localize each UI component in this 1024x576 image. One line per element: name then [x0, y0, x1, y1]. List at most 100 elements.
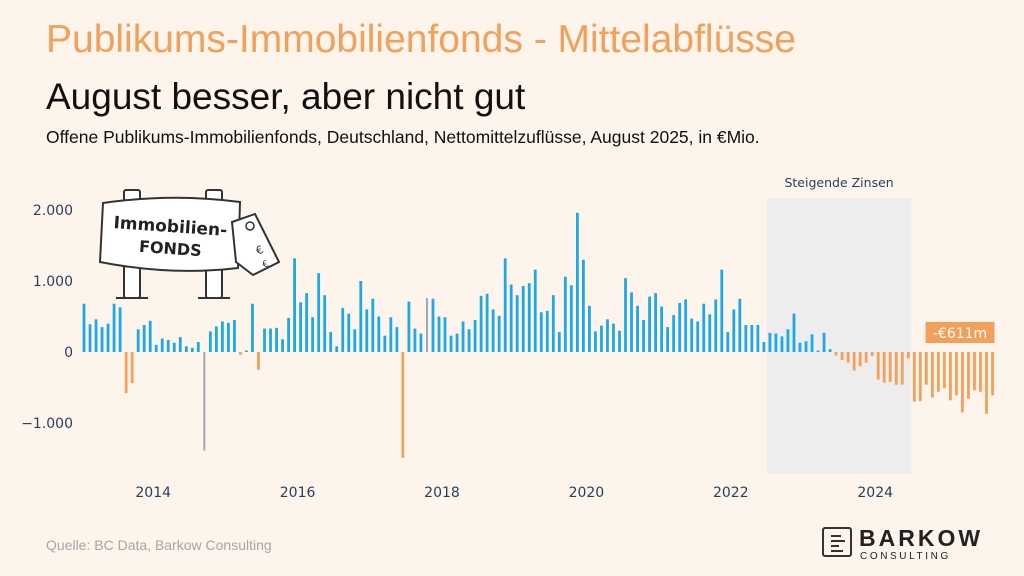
- bar: [196, 342, 200, 352]
- bar: [317, 273, 321, 352]
- bar: [407, 301, 411, 352]
- bar: [275, 327, 278, 352]
- bar: [888, 352, 892, 382]
- bar: [900, 352, 904, 385]
- bar: [876, 352, 880, 380]
- bar: [503, 258, 507, 352]
- bar: [708, 314, 712, 352]
- bar: [425, 298, 428, 352]
- bar: [419, 333, 423, 352]
- rising-rates-band: [766, 198, 912, 474]
- bar: [624, 278, 627, 352]
- chart-title: Publikums-Immobilienfonds - Mittelabflüs…: [46, 18, 796, 61]
- bar: [991, 352, 994, 396]
- barkow-logo: BARKOW CONSULTING: [822, 525, 992, 563]
- bar: [245, 350, 248, 352]
- bar: [786, 329, 790, 352]
- bar: [642, 320, 645, 352]
- bar: [257, 352, 260, 370]
- bar: [918, 352, 922, 401]
- bar: [377, 316, 381, 352]
- bar: [533, 269, 537, 352]
- bar: [353, 329, 357, 352]
- chart-subtitle: August besser, aber nicht gut: [46, 76, 526, 117]
- bar: [389, 317, 393, 352]
- bar: [630, 292, 633, 352]
- bar: [335, 346, 339, 352]
- bar: [834, 352, 838, 356]
- bar: [130, 352, 134, 384]
- bar: [154, 344, 158, 352]
- bar: [136, 329, 140, 352]
- bar: [955, 352, 958, 396]
- bar: [269, 328, 272, 352]
- x-tick-label: 2016: [280, 485, 316, 501]
- bar: [726, 332, 730, 352]
- bar: [220, 321, 224, 352]
- chart-description: Offene Publikums-Immobilienfonds, Deutsc…: [46, 127, 760, 147]
- source-note: Quelle: BC Data, Barkow Consulting: [46, 537, 272, 553]
- bar: [985, 352, 988, 414]
- bar: [732, 309, 736, 352]
- bar: [973, 352, 976, 391]
- y-tick-label: 0: [64, 345, 73, 361]
- bar: [912, 352, 916, 402]
- bar: [208, 331, 212, 352]
- bar: [852, 352, 856, 371]
- bar: [545, 310, 549, 352]
- bar: [762, 342, 766, 352]
- x-tick-label: 2014: [135, 485, 171, 501]
- bar: [551, 295, 555, 352]
- y-tick-label: 1.000: [33, 274, 73, 290]
- bar: [979, 352, 982, 392]
- bar: [930, 352, 934, 398]
- bar: [563, 276, 567, 352]
- bar: [479, 295, 483, 352]
- latest-value-badge: [925, 322, 995, 343]
- bar: [485, 293, 489, 352]
- bar: [491, 309, 495, 352]
- bar: [166, 339, 170, 352]
- bar: [588, 305, 591, 352]
- bar: [539, 312, 543, 352]
- bar: [239, 352, 242, 355]
- bar: [750, 325, 754, 352]
- bar: [756, 325, 760, 352]
- x-tick-label: 2024: [857, 485, 893, 501]
- barkow-logo-icon: [822, 527, 852, 557]
- bar: [160, 338, 164, 352]
- bar: [443, 317, 447, 352]
- bar: [846, 352, 850, 363]
- bar: [148, 320, 152, 352]
- bar: [94, 319, 98, 352]
- bar: [172, 342, 176, 352]
- bar: [311, 317, 315, 352]
- bar: [214, 326, 218, 352]
- bar: [371, 298, 375, 352]
- bar: [112, 303, 116, 352]
- bar: [840, 352, 844, 360]
- bar: [924, 352, 928, 385]
- bar: [678, 303, 682, 352]
- annotation-label: Steigende Zinsen: [784, 175, 893, 190]
- bar: [437, 316, 441, 352]
- bar: [858, 352, 862, 367]
- bar: [190, 347, 194, 352]
- bar: [293, 258, 296, 352]
- x-tick-label: 2018: [424, 485, 460, 501]
- bar: [88, 324, 92, 352]
- bar: [82, 303, 86, 352]
- bar: [594, 331, 597, 352]
- immobilienfonds-sign-illustration: € € Immobilien- FONDS: [98, 189, 281, 299]
- bar: [816, 350, 820, 352]
- bar: [618, 330, 621, 352]
- bar: [660, 306, 664, 352]
- bar: [401, 352, 405, 458]
- logo-name: BARKOW: [859, 525, 984, 551]
- bar: [967, 352, 970, 399]
- bar: [299, 302, 303, 352]
- bar: [822, 332, 826, 352]
- bar: [431, 298, 435, 352]
- bar: [792, 313, 796, 352]
